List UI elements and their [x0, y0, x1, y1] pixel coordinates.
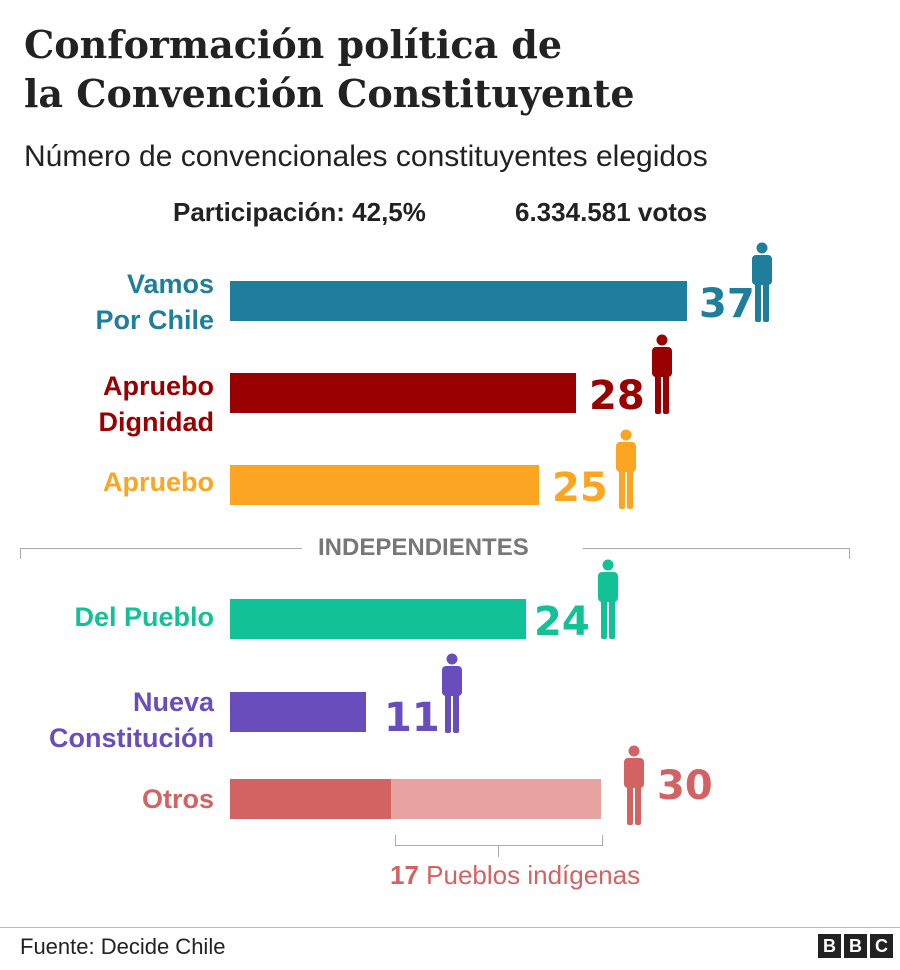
bar-segment: [230, 779, 391, 819]
category-label: Apruebo: [103, 464, 214, 500]
category-label-line: Otros: [141, 784, 214, 814]
bbc-logo-letter: C: [870, 934, 893, 958]
person-icon: [597, 559, 619, 644]
bar: [230, 692, 366, 732]
participation-stat: Participación: 42,5%: [173, 197, 426, 227]
category-label: Vamos Por Chile: [95, 266, 214, 338]
person-icon: [441, 653, 463, 738]
separator-line-right: [583, 548, 850, 549]
source-note: Fuente: Decide Chile: [20, 934, 226, 959]
bbc-logo: B B C: [818, 934, 893, 958]
indigenous-annotation-value: 17: [390, 860, 419, 890]
person-icon: [615, 429, 637, 514]
value-label: 24: [534, 599, 590, 645]
chart-title: Conformación política de la Convención C…: [24, 20, 884, 118]
chart-subtitle: Número de convencionales constituyentes …: [24, 140, 708, 173]
category-label: Del Pueblo: [74, 599, 214, 635]
separator-tick-left: [20, 548, 21, 559]
chart-title-line-1: Conformación política de: [24, 22, 563, 67]
footer-divider: [0, 927, 900, 928]
category-label-line: Nueva: [132, 687, 214, 717]
separator-line-left: [20, 548, 302, 549]
indigenous-annotation-text: Pueblos indígenas: [426, 860, 641, 890]
votes-stat: 6.334.581 votos: [515, 197, 708, 227]
value-label: 11: [384, 695, 440, 741]
separator-tick-right: [849, 548, 850, 559]
indigenous-bracket: [395, 835, 603, 846]
value-label: 28: [589, 373, 645, 419]
category-label-line: Apruebo: [103, 467, 214, 497]
category-label-line: Por Chile: [95, 305, 214, 335]
bar: [230, 281, 687, 321]
person-icon: [751, 242, 773, 327]
person-icon: [623, 745, 645, 830]
category-label: Otros: [142, 781, 214, 817]
category-label: Nueva Constitución: [49, 684, 214, 756]
independientes-label: INDEPENDIENTES: [318, 534, 529, 561]
value-label: 30: [657, 763, 713, 809]
category-label-line: Del Pueblo: [74, 602, 214, 632]
bar: [230, 465, 539, 505]
value-label: 37: [699, 281, 755, 327]
value-label: 25: [552, 465, 608, 511]
bar: [230, 599, 526, 639]
indigenous-annotation: 17 Pueblos indígenas: [390, 860, 640, 891]
category-label-line: Dignidad: [98, 407, 215, 437]
chart-title-line-2: la Convención Constituyente: [24, 71, 635, 116]
indigenous-bracket-stem: [498, 845, 499, 857]
category-label: Apruebo Dignidad: [99, 368, 215, 440]
person-icon: [651, 334, 673, 419]
bbc-logo-letter: B: [844, 934, 867, 958]
bar: [230, 373, 576, 413]
bar-segment: [391, 779, 601, 819]
bbc-logo-letter: B: [818, 934, 841, 958]
category-label-line: Vamos: [126, 269, 214, 299]
category-label-line: Apruebo: [103, 371, 214, 401]
category-label-line: Constitución: [49, 723, 214, 753]
